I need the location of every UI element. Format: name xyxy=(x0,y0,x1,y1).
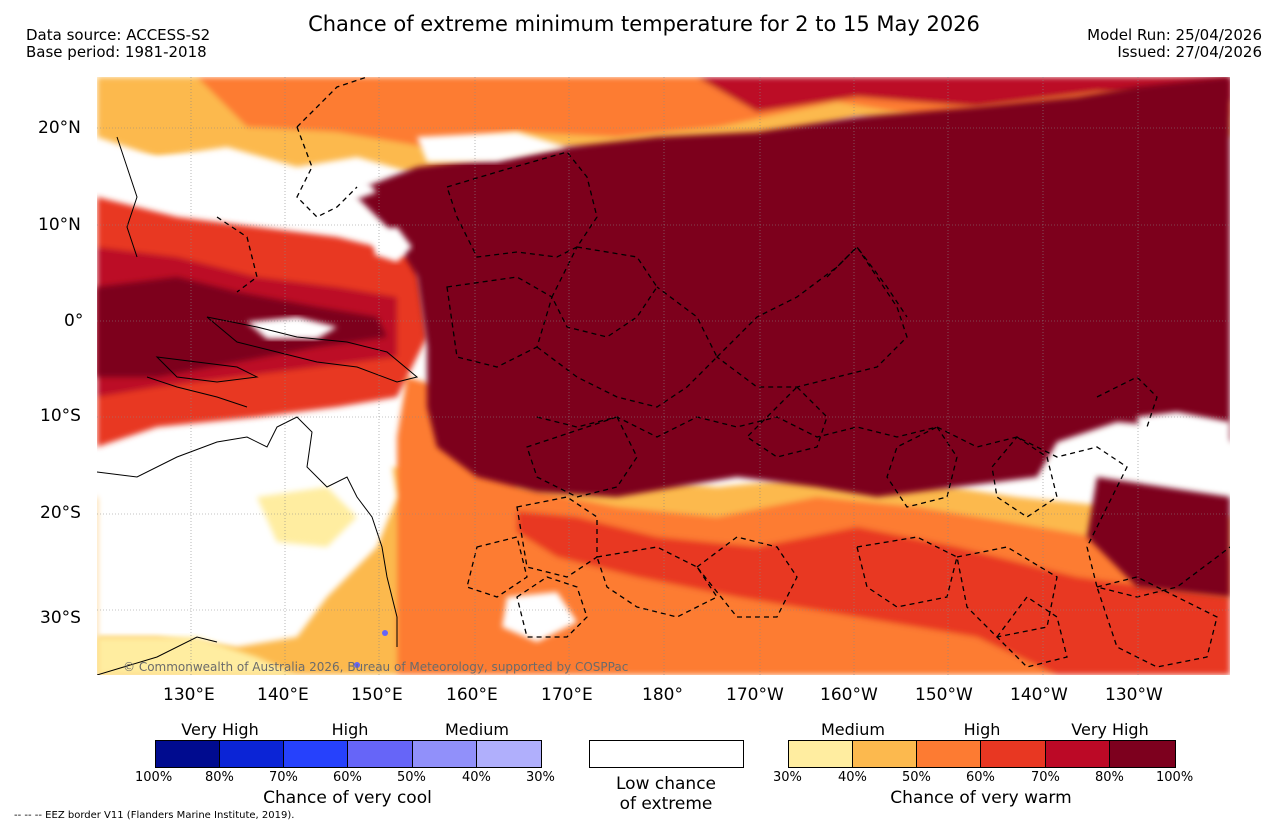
cool-heading-high: High xyxy=(331,720,369,739)
cool-tick: 70% xyxy=(269,770,298,785)
warm-swatch xyxy=(853,741,917,767)
cool-tick: 100% xyxy=(135,770,173,785)
cool-legend-title: Chance of very cool xyxy=(263,788,432,808)
warm-legend-title: Chance of very warm xyxy=(890,788,1072,808)
cool-tick: 60% xyxy=(333,770,362,785)
cool-speck xyxy=(382,630,388,636)
warm-swatch xyxy=(917,741,981,767)
lon-label: 130°E xyxy=(163,685,215,705)
cool-heading-very-high: Very High xyxy=(181,720,259,739)
cool-swatch xyxy=(477,741,541,767)
warm-heading-high: High xyxy=(963,720,1001,739)
cool-tick: 50% xyxy=(397,770,426,785)
forecast-map: © Commonwealth of Australia 2026, Bureau… xyxy=(97,77,1230,675)
cool-tick: 30% xyxy=(526,770,555,785)
coastlines xyxy=(97,136,419,675)
low-chance-label-line2: of extreme xyxy=(619,794,713,814)
lon-label: 170°E xyxy=(541,685,593,705)
lon-label: 150°E xyxy=(351,685,403,705)
lon-label: 160°E xyxy=(446,685,498,705)
cool-heading-medium: Medium xyxy=(445,720,509,739)
graticule xyxy=(97,77,1230,675)
warm-swatch xyxy=(1046,741,1110,767)
eez-footnote: -- -- -- EEZ border V11 (Flanders Marine… xyxy=(14,810,295,821)
warm-colorbar xyxy=(788,740,1176,768)
lat-label: 30°S xyxy=(40,608,81,628)
lon-label: 140°W xyxy=(1010,685,1068,705)
eez-borders xyxy=(216,77,1230,668)
lon-label: 160°W xyxy=(820,685,878,705)
warm-swatch xyxy=(981,741,1046,767)
warm-heading-very-high: Very High xyxy=(1071,720,1149,739)
lon-label: 150°W xyxy=(915,685,973,705)
cool-speck xyxy=(354,662,360,668)
warm-heading-medium: Medium xyxy=(821,720,885,739)
cool-swatch xyxy=(413,741,477,767)
cool-tick: 80% xyxy=(205,770,234,785)
warm-tick: 80% xyxy=(1095,770,1124,785)
model-run-text: Model Run: 25/04/2026 xyxy=(1087,26,1262,44)
lat-label: 0° xyxy=(64,311,84,331)
lat-label: 20°N xyxy=(38,118,81,138)
lon-label: 170°W xyxy=(726,685,784,705)
cool-swatch xyxy=(348,741,413,767)
cool-colorbar xyxy=(155,740,542,768)
cool-swatch xyxy=(284,741,348,767)
low-chance-areas xyxy=(97,132,1230,675)
warm-tick: 70% xyxy=(1031,770,1060,785)
issued-date-text: Issued: 27/04/2026 xyxy=(1117,43,1262,61)
data-source-text: Data source: ACCESS-S2 xyxy=(26,26,211,44)
cool-swatch xyxy=(156,741,220,767)
lon-label: 180° xyxy=(642,685,683,705)
low-chance-swatch xyxy=(589,740,744,768)
cool-tick: 40% xyxy=(462,770,491,785)
lon-label: 130°W xyxy=(1105,685,1163,705)
warm-swatch xyxy=(789,741,853,767)
warm-tick: 50% xyxy=(902,770,931,785)
warm-swatch xyxy=(1110,741,1175,767)
low-chance-label-line1: Low chance xyxy=(616,774,716,794)
warm-tick: 40% xyxy=(838,770,867,785)
base-period-text: Base period: 1981-2018 xyxy=(26,43,207,61)
lat-label: 10°S xyxy=(40,406,81,426)
cool-swatch xyxy=(220,741,284,767)
chart-title: Chance of extreme minimum temperature fo… xyxy=(308,12,980,36)
lat-label: 10°N xyxy=(38,215,81,235)
warm-tick: 30% xyxy=(773,770,802,785)
lat-label: 20°S xyxy=(40,503,81,523)
very-high-warm-region xyxy=(352,77,1230,497)
warm-tick: 100% xyxy=(1156,770,1194,785)
copyright-text: © Commonwealth of Australia 2026, Bureau… xyxy=(123,660,628,674)
lon-label: 140°E xyxy=(257,685,309,705)
warm-tick: 60% xyxy=(966,770,995,785)
